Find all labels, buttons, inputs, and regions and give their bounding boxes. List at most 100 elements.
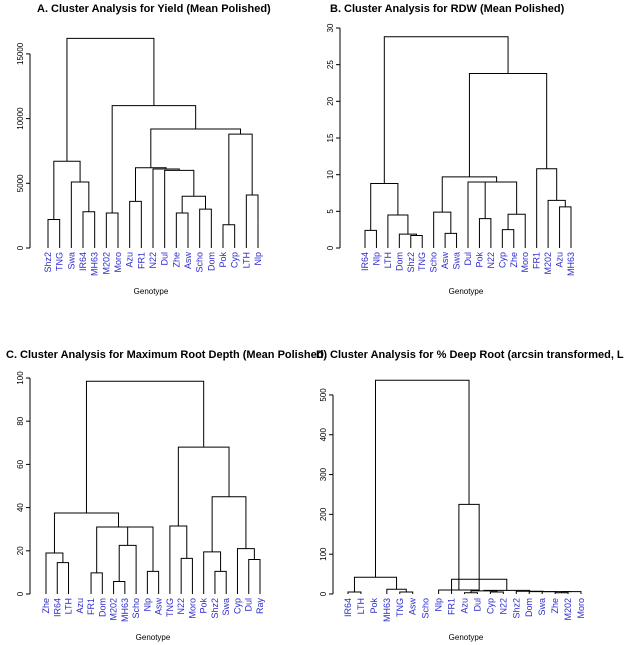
- leaf-label: MH63: [382, 598, 392, 622]
- leaf-label: Ray: [255, 598, 265, 615]
- dendrogram-link: [146, 570, 160, 594]
- y-tick-label: 100: [319, 547, 328, 561]
- leaf-label: M202: [563, 598, 573, 621]
- leaf-label: Nlp: [142, 598, 152, 612]
- y-tick-label: 10000: [16, 107, 25, 130]
- y-tick-label: 100: [16, 371, 25, 385]
- leaf-label: TNG: [395, 598, 405, 617]
- dendrogram-link: [127, 526, 154, 572]
- leaf-label: Zhe: [550, 598, 560, 614]
- dendrogram-link: [152, 168, 180, 248]
- leaf-label: Pok: [199, 598, 209, 614]
- dendrogram-link: [96, 526, 141, 573]
- leaf-label: IR64: [343, 598, 353, 617]
- leaf-label: Zhe: [171, 252, 181, 268]
- dendrogram-link: [90, 572, 103, 594]
- dendrogram-link: [164, 169, 195, 248]
- chart-title: B. Cluster Analysis for RDW (Mean Polish…: [330, 3, 565, 15]
- dendrogram-link: [547, 199, 566, 248]
- y-tick-label: 400: [319, 428, 328, 442]
- leaf-label: Pok: [474, 252, 484, 268]
- leaf-label: Swa: [221, 598, 231, 616]
- leaf-label: Asw: [440, 252, 450, 270]
- dendrogram-link: [444, 232, 458, 248]
- leaf-label: Nlp: [253, 252, 263, 266]
- dendrogram-link: [177, 446, 230, 526]
- leaf-label: Cyp: [497, 252, 507, 268]
- leaf-label: Dom: [394, 252, 404, 271]
- dendrogram-link: [458, 503, 480, 591]
- dendrogram-link: [464, 592, 478, 594]
- dendrogram-link: [66, 37, 155, 162]
- y-tick-label: 200: [319, 507, 328, 521]
- x-axis-label: Genotype: [136, 633, 171, 642]
- leaf-label: Moro: [576, 598, 586, 619]
- dendrogram-link: [536, 168, 558, 248]
- chart-title: A. Cluster Analysis for Yield (Mean Poli…: [37, 3, 271, 15]
- leaf-label: FR1: [532, 252, 542, 269]
- dendrogram-link: [528, 591, 557, 594]
- leaf-label: TNG: [417, 252, 427, 271]
- leaf-label: Dul: [463, 252, 473, 266]
- y-tick-label: 500: [319, 388, 328, 402]
- dendrogram-link: [353, 576, 398, 593]
- leaf-label: N22: [148, 252, 158, 269]
- leaf-label: Cyp: [232, 598, 242, 614]
- leaf-label: Azu: [460, 598, 470, 614]
- leaf-label: Shz2: [43, 252, 53, 273]
- dendrogram-link: [180, 557, 193, 594]
- leaf-label: TNG: [55, 252, 65, 271]
- dendrogram-link: [129, 200, 142, 248]
- panel-d-deep-root: D. Cluster Analysis for % Deep Root (arc…: [316, 349, 624, 642]
- dendrogram-link: [85, 380, 205, 513]
- dendrogram-link: [199, 208, 212, 248]
- dendrogram-link: [82, 211, 96, 248]
- leaf-label: MH63: [566, 252, 576, 276]
- leaf-label: Swa: [66, 252, 76, 270]
- dendrogram-link: [347, 591, 362, 594]
- leaf-label: MH63: [120, 598, 130, 622]
- leaf-label: TNG: [165, 598, 175, 617]
- dendrogram-link: [236, 548, 255, 594]
- dendrogram-link: [175, 212, 189, 248]
- leaf-label: FR1: [136, 252, 146, 269]
- y-tick-label: 300: [319, 467, 328, 481]
- leaf-label: Dul: [472, 598, 482, 612]
- leaf-label: Asw: [408, 598, 418, 616]
- dendrogram-link: [203, 551, 222, 594]
- dendrogram-link: [214, 570, 227, 594]
- y-tick-label: 80: [16, 416, 25, 425]
- y-tick-label: 10: [326, 170, 335, 179]
- dendrogram-link: [501, 229, 515, 248]
- dendrogram-link: [45, 552, 64, 594]
- panel-b-rdw: B. Cluster Analysis for RDW (Mean Polish…: [326, 3, 576, 296]
- dendrogram-link: [398, 233, 417, 248]
- dendrogram-link: [478, 218, 492, 248]
- dendrogram-link: [111, 105, 197, 214]
- dendrogram-link: [476, 181, 518, 215]
- leaf-label: M202: [101, 252, 111, 275]
- dendrogram-link: [467, 181, 486, 248]
- y-tick-label: 0: [319, 591, 328, 596]
- dendrogram-link: [118, 544, 137, 594]
- dendrogram-link: [433, 211, 452, 248]
- dendrogram-link: [410, 235, 423, 248]
- leaf-label: Scho: [195, 252, 205, 273]
- dendrogram-link: [53, 160, 81, 220]
- leaf-label: LTH: [383, 252, 393, 268]
- leaf-label: Zhe: [41, 598, 51, 614]
- y-tick-label: 15: [326, 133, 335, 142]
- leaf-label: Azu: [555, 252, 565, 268]
- leaf-label: Shz2: [210, 598, 220, 619]
- dendrogram-link: [441, 176, 498, 213]
- y-tick-label: 25: [326, 60, 335, 69]
- leaf-label: M202: [543, 252, 553, 275]
- leaf-label: M202: [109, 598, 119, 621]
- leaf-label: N22: [176, 598, 186, 615]
- leaf-label: IR64: [78, 252, 88, 271]
- dendrogram-link: [211, 496, 247, 552]
- y-tick-label: 30: [326, 23, 335, 32]
- leaf-label: Nlp: [434, 598, 444, 612]
- leaf-label: Scho: [421, 598, 431, 619]
- dendrogram-link: [387, 214, 409, 248]
